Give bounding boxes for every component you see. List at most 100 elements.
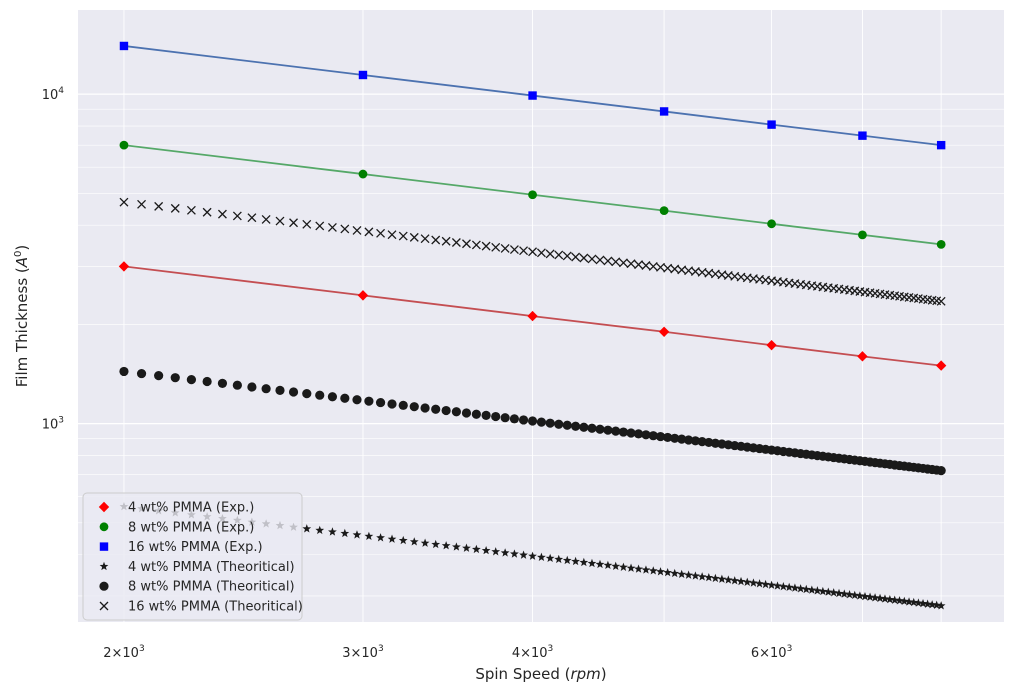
- data-point: [500, 548, 510, 557]
- data-point: [603, 425, 613, 435]
- data-point: [137, 199, 147, 209]
- data-point: [376, 533, 385, 542]
- data-point: [387, 534, 397, 543]
- data-point: [545, 553, 555, 563]
- data-point: [767, 219, 776, 229]
- data-point: [571, 252, 581, 262]
- data-point: [472, 544, 481, 554]
- data-point: [595, 255, 605, 265]
- data-point: [358, 169, 368, 179]
- data-point: [136, 368, 147, 379]
- data-point: [327, 392, 338, 402]
- data-point: [904, 597, 914, 606]
- data-point: [119, 366, 129, 377]
- data-point: [890, 595, 900, 604]
- data-point: [697, 437, 707, 447]
- data-point: [288, 387, 299, 397]
- data-point: [641, 430, 651, 440]
- data-point: [677, 569, 687, 579]
- data-point: [352, 395, 362, 405]
- data-point: [536, 417, 547, 427]
- data-point: [935, 360, 947, 371]
- data-point: [659, 206, 669, 216]
- data-point: [834, 588, 844, 598]
- data-point: [471, 409, 481, 419]
- data-point: [364, 227, 374, 237]
- data-point: [870, 593, 880, 602]
- data-point: [451, 238, 461, 247]
- data-point: [562, 251, 572, 261]
- data-point: [626, 428, 636, 438]
- data-point: [927, 600, 937, 609]
- data-point: [656, 262, 665, 272]
- data-point: [247, 382, 257, 392]
- data-point: [340, 224, 350, 234]
- data-point: [670, 568, 680, 578]
- data-point: [340, 528, 350, 538]
- data-point: [633, 429, 644, 439]
- data-point: [327, 223, 337, 232]
- data-point: [711, 573, 720, 583]
- legend-marker-shape: [99, 542, 109, 551]
- data-point: [603, 256, 613, 266]
- data-point: [778, 582, 788, 591]
- data-point: [801, 584, 811, 594]
- legend-label: 16 wt% PMMA (Theoritical): [128, 600, 303, 615]
- series-1: [119, 140, 946, 249]
- data-point: [755, 579, 764, 588]
- data-point: [509, 414, 520, 424]
- data-point: [670, 433, 680, 443]
- data-point: [462, 239, 471, 249]
- data-point: [618, 258, 628, 268]
- legend-marker-shape: [99, 581, 109, 591]
- data-point: [481, 241, 491, 251]
- data-point: [773, 581, 782, 590]
- data-point: [154, 201, 164, 211]
- x-tick-label: 4×103: [512, 644, 553, 661]
- data-point: [626, 259, 636, 269]
- data-point: [923, 599, 932, 608]
- x-tick-label: 3×103: [342, 644, 383, 661]
- legend-marker: [99, 561, 109, 571]
- legend-label: 4 wt% PMMA (Theoritical): [128, 560, 295, 575]
- data-point: [202, 207, 212, 217]
- data-point: [500, 243, 510, 253]
- data-point: [186, 205, 196, 215]
- data-point: [528, 190, 537, 200]
- data-point: [587, 423, 597, 433]
- legend-marker-shape: [99, 522, 109, 532]
- data-point: [302, 219, 312, 229]
- data-point: [315, 525, 325, 535]
- data-point: [554, 419, 564, 429]
- data-point: [767, 120, 776, 129]
- data-point: [545, 249, 555, 259]
- data-point: [409, 402, 419, 412]
- data-point: [611, 561, 621, 570]
- data-point: [571, 421, 581, 431]
- data-point: [579, 422, 589, 432]
- data-point: [302, 389, 312, 399]
- data-point: [880, 594, 890, 603]
- data-point: [932, 600, 942, 609]
- data-point: [537, 552, 546, 561]
- data-point: [441, 405, 451, 416]
- data-point: [611, 257, 621, 267]
- data-point: [481, 410, 491, 420]
- data-point: [471, 240, 481, 250]
- data-point: [275, 216, 285, 226]
- data-point: [261, 214, 271, 224]
- data-point: [626, 563, 636, 572]
- y-tick-labels: 103 104: [42, 86, 65, 433]
- data-point: [571, 556, 580, 566]
- data-point: [518, 415, 529, 425]
- legend-marker: [99, 522, 109, 532]
- data-point: [232, 380, 242, 390]
- data-point: [579, 253, 589, 263]
- y-tick-label: 103: [42, 416, 64, 433]
- data-point: [684, 570, 693, 579]
- data-point: [536, 248, 546, 258]
- data-point: [813, 586, 822, 595]
- data-point: [451, 407, 461, 417]
- data-point: [441, 236, 451, 246]
